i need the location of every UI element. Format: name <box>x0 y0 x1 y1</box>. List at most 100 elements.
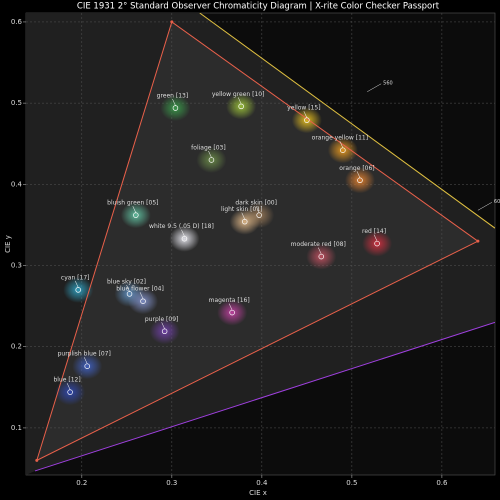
y-tick-label: 0.3 <box>11 262 22 270</box>
patch-marker <box>304 117 310 123</box>
patch-cloud <box>160 94 191 121</box>
y-tick-label: 0.4 <box>11 180 23 188</box>
patch-label: red [14] <box>362 228 386 235</box>
patch-marker <box>238 103 244 110</box>
annotation-leader <box>477 202 493 211</box>
patch-leader <box>373 234 378 242</box>
patch-label: yellow [15] <box>287 105 320 112</box>
patch-cloud <box>362 230 393 257</box>
patch-label: yellow green [10] <box>212 91 265 98</box>
patch-cloud <box>327 137 358 164</box>
patch-leader <box>255 206 260 213</box>
patch-leader <box>208 150 212 158</box>
patch-cloud <box>72 353 103 380</box>
patch-marker <box>161 328 168 335</box>
x-tick-label: 0.5 <box>346 479 357 487</box>
patch-label: orange [06] <box>339 165 374 172</box>
patch-marker <box>140 298 146 304</box>
patch-label: white 9.5 (.05 D) [18] <box>149 223 214 230</box>
x-tick-label: 0.2 <box>76 479 87 487</box>
gamut-vertex <box>476 239 480 243</box>
annotation-leader <box>367 83 382 92</box>
patch-cloud <box>169 225 200 252</box>
patch-cloud <box>229 208 260 235</box>
patch-marker <box>357 177 363 184</box>
x-tick-label: 0.3 <box>166 479 177 487</box>
patch-label: purple [09] <box>145 316 178 323</box>
patch-label: foliage [03] <box>191 144 226 151</box>
patch-leader <box>126 284 130 292</box>
y-tick-label: 0.2 <box>11 343 22 351</box>
chart-title: CIE 1931 2° Standard Observer Chromatici… <box>77 2 440 12</box>
y-axis-label: CIE y <box>4 235 12 253</box>
patch-leader <box>181 229 185 237</box>
patch-marker <box>67 389 73 395</box>
patch-label: magenta [16] <box>209 297 250 304</box>
patch-leader <box>356 171 361 178</box>
annotation-label: 600 <box>494 199 500 205</box>
gamut-vertex <box>35 458 39 462</box>
patch-leader <box>237 97 242 104</box>
patch-marker <box>172 105 179 111</box>
patch-leader <box>241 212 245 220</box>
patch-label: blue sky [02] <box>107 278 146 285</box>
patch-cloud <box>196 146 227 173</box>
patch-label: orange yellow [11] <box>312 135 368 142</box>
annotation-label: 560 <box>383 80 393 86</box>
patch-leader <box>228 303 233 311</box>
patch-leader <box>132 206 137 213</box>
patch-marker <box>256 212 262 218</box>
gamut-triangle <box>35 21 479 462</box>
patch-marker <box>318 253 325 260</box>
patch-marker <box>241 218 248 225</box>
patch-marker <box>208 157 215 163</box>
patch-marker <box>133 212 139 218</box>
y-tick-label: 0.5 <box>11 99 22 107</box>
plot-content <box>26 13 495 475</box>
patch-leader <box>172 98 176 106</box>
patch-leader <box>66 383 71 390</box>
patch-cloud <box>226 93 257 120</box>
patch-label: light skin [01] <box>221 206 263 213</box>
patch-leader <box>339 141 344 148</box>
patch-cloud <box>217 299 248 326</box>
patch-leader <box>139 292 144 299</box>
x-axis-label: CIE x <box>249 489 267 497</box>
patch-marker <box>340 147 346 153</box>
patch-label: blue flower [04] <box>116 286 164 293</box>
patch-cloud <box>63 276 94 303</box>
patch-label: blue [12] <box>54 377 81 384</box>
patch-leader <box>83 357 88 364</box>
patch-cloud <box>344 167 375 194</box>
spectral-locus <box>199 13 495 229</box>
patch-marker <box>229 309 235 316</box>
y-tick-label: 0.6 <box>11 18 23 26</box>
patch-marker <box>75 287 81 293</box>
x-tick-label: 0.4 <box>256 479 268 487</box>
patch-leader <box>303 111 308 118</box>
patch-marker <box>181 235 188 242</box>
patch-leader <box>318 247 322 255</box>
patch-label: dark skin [00] <box>235 200 277 207</box>
patch-leader <box>161 322 165 329</box>
line-of-purples <box>34 321 495 472</box>
patch-label: green [13] <box>157 92 189 99</box>
gamut-vertex <box>170 20 174 24</box>
y-tick-label: 0.1 <box>11 424 22 432</box>
patch-cloud <box>120 202 151 229</box>
patch-cloud <box>306 243 337 270</box>
patch-marker <box>126 291 133 297</box>
patch-cloud <box>55 379 86 406</box>
patch-leader <box>74 280 79 288</box>
patch-label: purplish blue [07] <box>58 351 111 358</box>
patch-label: cyan [17] <box>61 274 90 281</box>
patch-marker <box>84 363 90 369</box>
patch-label: moderate red [08] <box>291 241 346 248</box>
patch-cloud <box>149 318 180 345</box>
patch-label: bluish green [05] <box>107 200 158 207</box>
x-tick-label: 0.6 <box>436 479 448 487</box>
gamut-fill <box>36 21 478 461</box>
patch-cloud <box>128 288 159 315</box>
patch-marker <box>374 240 380 247</box>
